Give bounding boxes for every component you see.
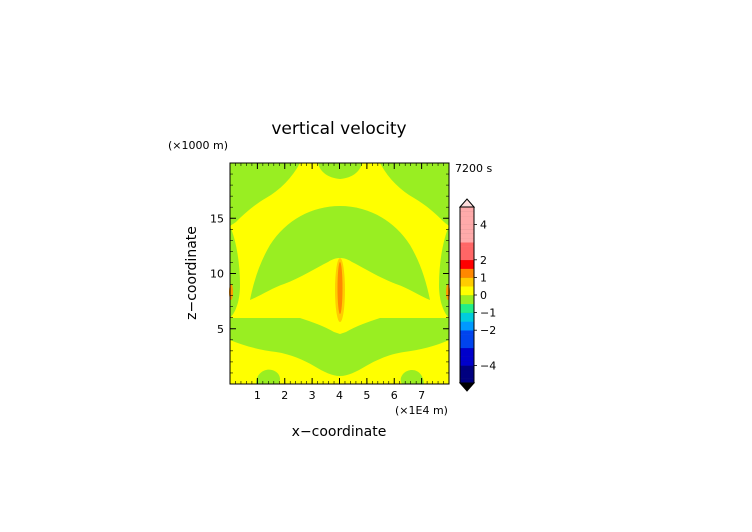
updraft-core-group — [229, 258, 450, 322]
colorbar-band — [460, 299, 474, 305]
negative-region-center-dome — [250, 206, 430, 300]
colorbar-tick-label: −1 — [480, 307, 496, 320]
colorbar-band — [460, 330, 474, 335]
colorbar-band — [460, 281, 474, 287]
negative-region-top-left — [230, 163, 300, 226]
colorbar-band — [460, 325, 474, 331]
negative-region-bottom-blobs — [256, 369, 424, 384]
colorbar-band — [460, 277, 474, 283]
negative-region-lower-band — [230, 318, 449, 376]
colorbar-band — [460, 233, 474, 239]
colorbar-band — [460, 339, 474, 344]
colorbar-band — [460, 251, 474, 256]
y-tick-label: 15 — [210, 212, 224, 225]
updraft-core — [337, 262, 343, 314]
colorbar-band — [460, 295, 474, 300]
colorbar-top-arrow — [458, 198, 476, 208]
colorbar-tick-label: 4 — [480, 219, 487, 232]
y-tick-label: 10 — [210, 268, 224, 281]
colorbar-band — [460, 378, 474, 384]
colorbar-band — [460, 215, 474, 221]
colorbar-band — [460, 286, 474, 291]
colorbar-band — [460, 290, 474, 296]
colorbar-band — [460, 220, 474, 225]
negative-region-top-right — [380, 163, 449, 226]
colorbar-tick-label: 0 — [480, 289, 487, 302]
negative-region-top-center-small — [318, 163, 362, 179]
y-axis-ticks: 5 10 15 — [210, 173, 449, 374]
colorbar-band — [460, 273, 474, 278]
colorbar-band — [460, 334, 474, 340]
x-axis-label: x−coordinate — [292, 424, 387, 440]
colorbar-bottom-arrow — [458, 382, 476, 392]
x-tick-label: 7 — [418, 389, 425, 402]
colorbar-tick-label: 2 — [480, 254, 487, 267]
x-tick-label: 5 — [363, 389, 370, 402]
x-tick-label: 2 — [281, 389, 288, 402]
x-unit-label: (×1E4 m) — [395, 404, 448, 417]
x-tick-label: 3 — [309, 389, 316, 402]
x-axis-ticks: 1 2 3 4 5 6 7 — [235, 163, 444, 402]
colorbar-band — [460, 259, 474, 265]
colorbar-band — [460, 352, 474, 357]
colorbar-band — [460, 303, 474, 309]
colorbar-band — [460, 237, 474, 243]
colorbar-band — [460, 317, 474, 322]
colorbar: 4 2 1 0 −1 −2 −4 — [458, 198, 496, 392]
colorbar-bands — [460, 206, 474, 384]
colorbar-band — [460, 308, 474, 313]
colorbar-band — [460, 361, 474, 366]
colorbar-band — [460, 246, 474, 252]
x-tick-label: 6 — [391, 389, 398, 402]
colorbar-band — [460, 211, 474, 217]
negative-region-group — [230, 163, 449, 384]
colorbar-tick-label: −4 — [480, 359, 496, 372]
colorbar-tick-label: −2 — [480, 324, 496, 337]
colorbar-band — [460, 374, 474, 379]
colorbar-band — [460, 365, 474, 371]
colorbar-band — [460, 224, 474, 230]
colorbar-labels: 4 2 1 0 −1 −2 −4 — [474, 219, 496, 372]
y-unit-label: (×1000 m) — [168, 139, 228, 152]
colorbar-band — [460, 229, 474, 234]
chart-title: vertical velocity — [271, 119, 406, 139]
colorbar-band — [460, 356, 474, 362]
colorbar-tick-label: 1 — [480, 271, 487, 284]
colorbar-band — [460, 347, 474, 353]
y-tick-label: 5 — [217, 323, 224, 336]
colorbar-band — [460, 242, 474, 247]
colorbar-band — [460, 207, 474, 212]
plot-area: 1 2 3 4 5 6 7 5 10 15 — [210, 162, 450, 402]
colorbar-band — [460, 255, 474, 261]
colorbar-band — [460, 321, 474, 327]
colorbar-band — [460, 264, 474, 269]
colorbar-band — [460, 312, 474, 318]
x-tick-label: 4 — [336, 389, 343, 402]
x-tick-label: 1 — [254, 389, 261, 402]
colorbar-band — [460, 268, 474, 274]
time-label: 7200 s — [455, 162, 492, 175]
colorbar-band — [460, 369, 474, 375]
y-axis-label: z−coordinate — [184, 226, 200, 320]
colorbar-band — [460, 343, 474, 349]
